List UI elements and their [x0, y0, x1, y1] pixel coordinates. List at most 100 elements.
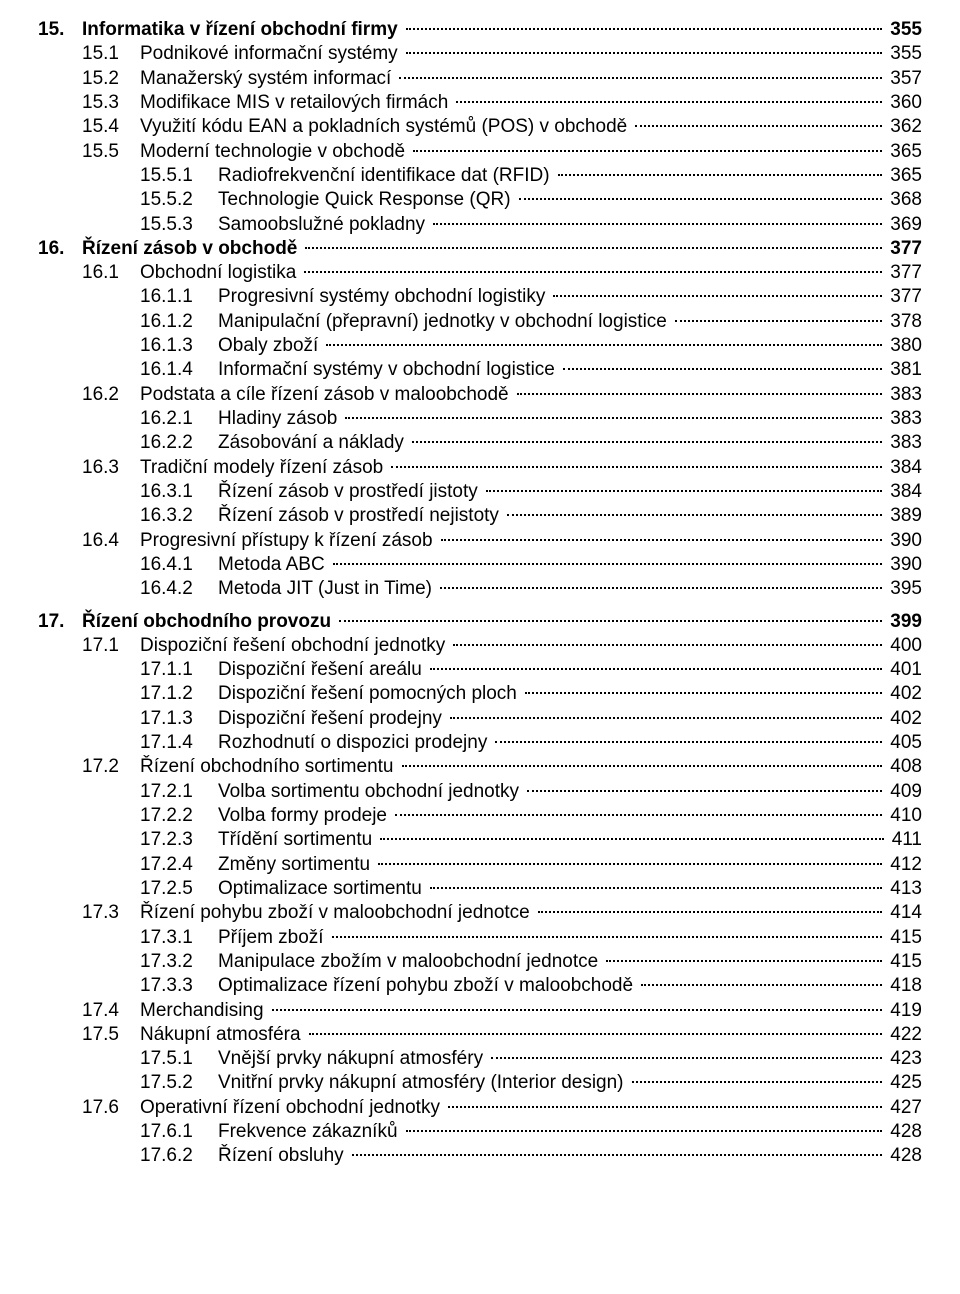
toc-entry-label: Využití kódu EAN a pokladních systémů (P…: [140, 115, 631, 139]
toc-entry-label: Hladiny zásob: [218, 407, 341, 431]
toc-entry-label: Technologie Quick Response (QR): [218, 188, 515, 212]
toc-entry-page: 384: [886, 456, 922, 480]
toc-entry: 17.1.1Dispoziční řešení areálu401: [38, 658, 922, 682]
toc-leader-dots: [380, 838, 884, 840]
toc-leader-dots: [406, 1130, 883, 1132]
toc-entry-page: 402: [886, 707, 922, 731]
toc-entry-number: 16.4.2: [140, 577, 218, 601]
toc-entry-number: 17.6.1: [140, 1120, 218, 1144]
toc-leader-dots: [440, 587, 882, 589]
toc-leader-dots: [332, 936, 883, 938]
toc-entry-number: 15.5.2: [140, 188, 218, 212]
toc-leader-dots: [272, 1009, 883, 1011]
toc-entry: 17.2.5Optimalizace sortimentu413: [38, 877, 922, 901]
toc-entry: 17.5Nákupní atmosféra422: [38, 1023, 922, 1047]
toc-entry-label: Volba sortimentu obchodní jednotky: [218, 780, 523, 804]
toc-entry: 15.5.2Technologie Quick Response (QR)368: [38, 188, 922, 212]
toc-entry-page: 412: [886, 853, 922, 877]
toc-leader-dots: [641, 984, 882, 986]
toc-leader-dots: [456, 101, 882, 103]
toc-leader-dots: [309, 1033, 883, 1035]
toc-leader-dots: [413, 150, 882, 152]
toc-entry: 17.2.3Třídění sortimentu411: [38, 828, 922, 852]
toc-entry-label: Optimalizace řízení pohybu zboží v maloo…: [218, 974, 637, 998]
toc-entry-label: Moderní technologie v obchodě: [140, 140, 409, 164]
toc-entry-label: Řízení obchodního sortimentu: [140, 755, 398, 779]
toc-leader-dots: [433, 223, 882, 225]
toc-entry-page: 390: [886, 529, 922, 553]
toc-entry-page: 413: [886, 877, 922, 901]
toc-entry-number: 17.2.4: [140, 853, 218, 877]
toc-entry-number: 16.3: [82, 456, 140, 480]
toc-entry-number: 16.1.4: [140, 358, 218, 382]
toc-entry: 16.4.2Metoda JIT (Just in Time) 395: [38, 577, 922, 601]
toc-leader-dots: [486, 490, 883, 492]
toc-entry-page: 365: [886, 164, 922, 188]
toc-entry-page: 355: [886, 18, 922, 42]
toc-leader-dots: [632, 1081, 883, 1083]
toc-entry-number: 16.1.2: [140, 310, 218, 334]
toc-leader-dots: [538, 911, 883, 913]
toc-entry: 17.3.1Příjem zboží415: [38, 926, 922, 950]
toc-entry-number: 16.3.2: [140, 504, 218, 528]
toc-leader-dots: [675, 320, 882, 322]
toc-leader-dots: [395, 814, 882, 816]
toc-entry-page: 384: [886, 480, 922, 504]
toc-entry-label: Modifikace MIS v retailových firmách: [140, 91, 452, 115]
toc-entry: 17.5.1Vnější prvky nákupní atmosféry423: [38, 1047, 922, 1071]
toc-leader-dots: [517, 393, 883, 395]
toc-entry: 15.4Využití kódu EAN a pokladních systém…: [38, 115, 922, 139]
toc-entry-page: 401: [886, 658, 922, 682]
toc-entry: 16.4.1Metoda ABC390: [38, 553, 922, 577]
toc-entry-page: 405: [886, 731, 922, 755]
toc-entry-page: 390: [886, 553, 922, 577]
toc-entry-page: 355: [886, 42, 922, 66]
toc-entry: 17.2.1Volba sortimentu obchodní jednotky…: [38, 780, 922, 804]
toc-entry-page: 419: [886, 999, 922, 1023]
toc-entry-number: 16.4: [82, 529, 140, 553]
toc-entry-page: 360: [886, 91, 922, 115]
toc-entry-label: Dispoziční řešení pomocných ploch: [218, 682, 521, 706]
toc-entry-number: 15.5.3: [140, 213, 218, 237]
toc-entry-number: 16.1.1: [140, 285, 218, 309]
toc-entry-number: 17.3.2: [140, 950, 218, 974]
toc-entry-label: Metoda JIT (Just in Time): [218, 577, 436, 601]
toc-entry-label: Řízení zásob v prostředí jistoty: [218, 480, 482, 504]
toc-entry: 17.3.3Optimalizace řízení pohybu zboží v…: [38, 974, 922, 998]
toc-entry-number: 17.2.2: [140, 804, 218, 828]
toc-entry-label: Obaly zboží: [218, 334, 322, 358]
toc-leader-dots: [339, 620, 882, 622]
toc-entry: 15.5.3Samoobslužné pokladny 369: [38, 213, 922, 237]
toc-entry: 15.Informatika v řízení obchodní firmy35…: [38, 18, 922, 42]
toc-leader-dots: [412, 441, 882, 443]
toc-entry-label: Nákupní atmosféra: [140, 1023, 305, 1047]
toc-entry-page: 415: [886, 926, 922, 950]
toc-entry-number: 17.1.3: [140, 707, 218, 731]
toc-leader-dots: [430, 887, 883, 889]
toc-entry: 17.1.3Dispoziční řešení prodejny402: [38, 707, 922, 731]
toc-entry-page: 422: [886, 1023, 922, 1047]
toc-entry-number: 17.2.5: [140, 877, 218, 901]
toc-entry: 16.4Progresivní přístupy k řízení zásob3…: [38, 529, 922, 553]
toc-entry-number: 17.3.1: [140, 926, 218, 950]
toc-entry: 17.4Merchandising419: [38, 999, 922, 1023]
toc-entry-page: 427: [886, 1096, 922, 1120]
toc-entry-number: 17.6: [82, 1096, 140, 1120]
toc-entry-label: Samoobslužné pokladny: [218, 213, 429, 237]
toc-entry-label: Řízení obsluhy: [218, 1144, 348, 1168]
toc-entry-label: Radiofrekvenční identifikace dat (RFID): [218, 164, 554, 188]
toc-entry-label: Dispoziční řešení obchodní jednotky: [140, 634, 449, 658]
toc-entry-page: 395: [886, 577, 922, 601]
toc-leader-dots: [326, 344, 882, 346]
toc-entry: 16.2.1Hladiny zásob383: [38, 407, 922, 431]
toc-entry-page: 369: [886, 213, 922, 237]
toc-entry-number: 16.2: [82, 383, 140, 407]
toc-entry-number: 17.4: [82, 999, 140, 1023]
toc-entry-label: Tradiční modely řízení zásob: [140, 456, 387, 480]
toc-entry-page: 377: [886, 261, 922, 285]
toc-entry: 17.1Dispoziční řešení obchodní jednotky4…: [38, 634, 922, 658]
toc-leader-dots: [305, 247, 882, 249]
toc-entry-label: Volba formy prodeje: [218, 804, 391, 828]
toc-entry-page: 380: [886, 334, 922, 358]
toc-entry-number: 17.2: [82, 755, 140, 779]
